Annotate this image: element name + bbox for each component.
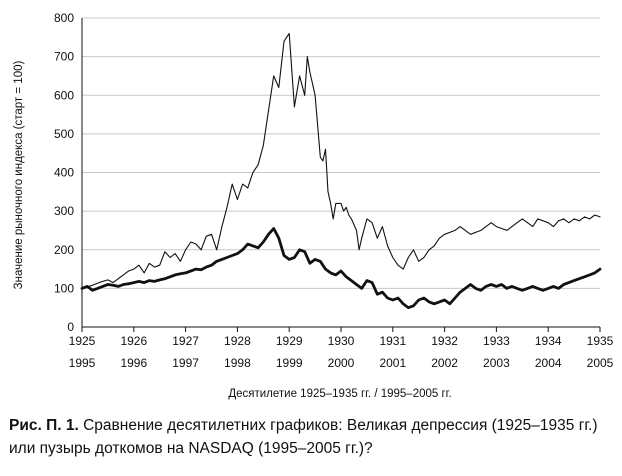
x-tick-label-bottom: 1998 <box>224 356 251 370</box>
y-tick-label: 600 <box>54 88 74 102</box>
x-tick-label-bottom: 2002 <box>431 356 458 370</box>
x-tick-label-bottom: 2003 <box>483 356 510 370</box>
y-tick-label: 800 <box>54 11 74 25</box>
x-tick-label-top: 1935 <box>587 334 614 348</box>
y-axis-title: Значение рыночного индекса (старт = 100) <box>13 61 25 290</box>
x-tick-label-bottom: 2004 <box>535 356 562 370</box>
axes <box>81 18 601 332</box>
x-tick-label-top: 1931 <box>379 334 406 348</box>
y-tick-label: 400 <box>54 166 74 180</box>
x-tick-label-top: 1926 <box>120 334 147 348</box>
y-tick-label: 500 <box>54 127 74 141</box>
series-line-thick <box>80 227 602 310</box>
x-tick-label-bottom: 1996 <box>120 356 147 370</box>
caption-prefix: Рис. П. 1. <box>9 417 79 434</box>
x-tick-label-top: 1925 <box>69 334 96 348</box>
chart-svg: 0 100 200 300 400 500 600 700 800 1925 1995 1926 199… <box>13 11 614 400</box>
x-tick-label-bottom: 2000 <box>328 356 355 370</box>
x-tick-label-bottom: 2001 <box>379 356 406 370</box>
y-tick-label: 200 <box>54 243 74 257</box>
chart: 0 100 200 300 400 500 600 700 800 1925 1995 1926 199… <box>13 11 614 400</box>
x-axis-title: Десятилетие 1925–1935 гг. / 1995–2005 гг… <box>228 388 451 400</box>
grid <box>82 17 600 289</box>
figure-caption: Рис. П. 1. Сравнение десятилетних график… <box>9 414 615 460</box>
x-tick-label-bottom: 1999 <box>276 356 303 370</box>
x-tick-label-top: 1933 <box>483 334 510 348</box>
x-tick-label-bottom: 1995 <box>69 356 96 370</box>
series-layer <box>80 32 602 310</box>
x-tick-label-top: 1934 <box>535 334 562 348</box>
y-tick-label: 700 <box>54 50 74 64</box>
y-tick-label: 100 <box>54 281 74 295</box>
x-tick-label-top: 1930 <box>328 334 355 348</box>
x-tick-label-top: 1932 <box>431 334 458 348</box>
x-tick-label-bottom: 1997 <box>172 356 199 370</box>
series-line-thin <box>81 32 601 289</box>
y-tick-label: 0 <box>67 320 74 334</box>
x-tick-label-bottom: 2005 <box>587 356 614 370</box>
y-tick-label: 300 <box>54 204 74 218</box>
caption-text: Сравнение десятилетних графиков: Великая… <box>9 417 598 457</box>
tick-labels: 0 100 200 300 400 500 600 700 800 1925 1995 1926 199… <box>54 11 614 370</box>
x-tick-label-top: 1929 <box>276 334 303 348</box>
x-tick-label-top: 1928 <box>224 334 251 348</box>
x-tick-label-top: 1927 <box>172 334 199 348</box>
